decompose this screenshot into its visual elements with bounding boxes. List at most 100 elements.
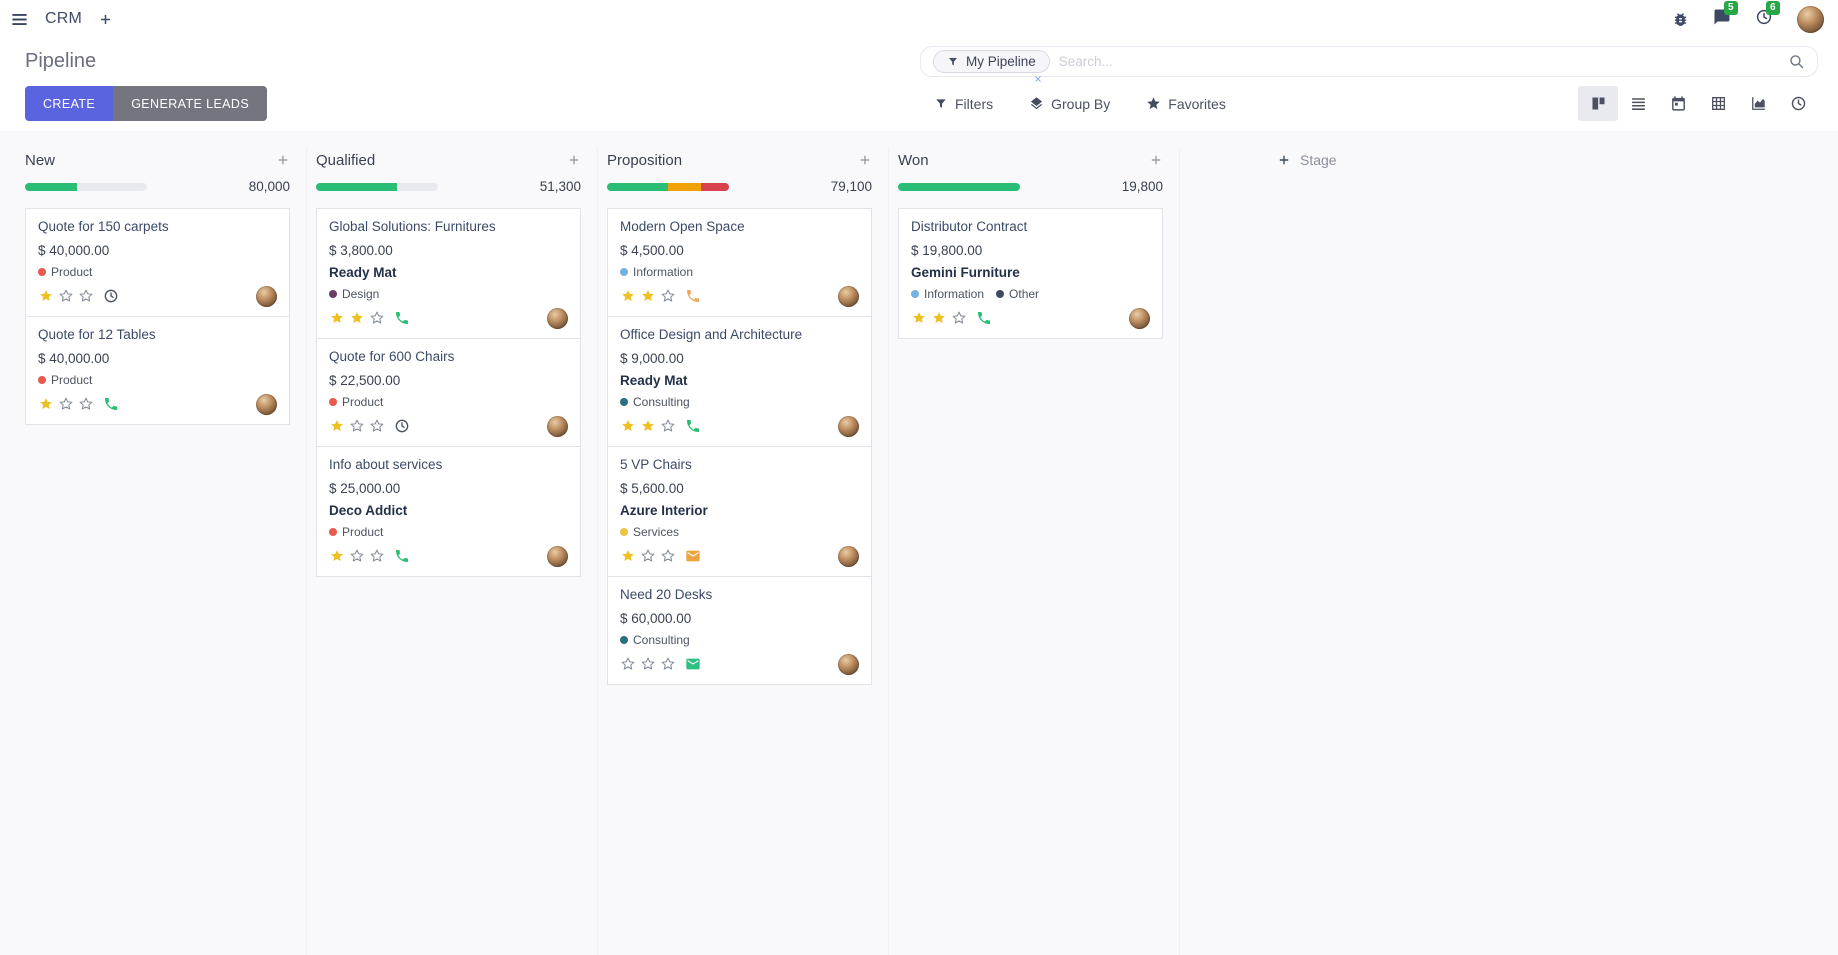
card-rating — [329, 418, 385, 434]
kanban-card[interactable]: Global Solutions: Furnitures $ 3,800.00 … — [316, 208, 581, 339]
star-filled-icon[interactable] — [329, 418, 345, 434]
kanban-card[interactable]: Quote for 150 carpets $ 40,000.00 Produc… — [25, 208, 290, 317]
card-activity-icon[interactable] — [394, 418, 410, 434]
column-progressbar[interactable] — [898, 182, 1020, 191]
salesperson-avatar[interactable] — [838, 415, 859, 437]
search-input[interactable] — [1058, 54, 1788, 69]
column-progressbar[interactable] — [25, 182, 147, 191]
salesperson-avatar[interactable] — [256, 393, 277, 415]
card-activity-icon[interactable] — [685, 288, 701, 304]
star-filled-icon[interactable] — [349, 310, 365, 326]
favorites-menu[interactable]: Favorites — [1146, 96, 1226, 112]
star-empty-icon[interactable] — [660, 288, 676, 304]
star-empty-icon[interactable] — [640, 656, 656, 672]
search-bar[interactable]: My Pipeline — [920, 46, 1818, 82]
create-button[interactable]: CREATE — [25, 86, 114, 121]
salesperson-avatar[interactable] — [838, 545, 859, 567]
salesperson-avatar[interactable] — [256, 285, 277, 307]
card-activity-icon[interactable] — [103, 396, 119, 412]
star-filled-icon[interactable] — [620, 288, 636, 304]
star-empty-icon[interactable] — [660, 656, 676, 672]
group-by-menu[interactable]: Group By — [1029, 96, 1110, 112]
page-title: Pipeline — [25, 50, 97, 72]
tag-consulting: Consulting — [620, 395, 690, 409]
apps-menu-icon[interactable] — [10, 10, 29, 29]
card-activity-icon[interactable] — [685, 656, 701, 672]
salesperson-avatar[interactable] — [547, 307, 568, 329]
star-filled-icon[interactable] — [620, 418, 636, 434]
search-facet[interactable]: My Pipeline — [933, 50, 1050, 73]
star-filled-icon[interactable] — [911, 310, 927, 326]
star-empty-icon[interactable] — [660, 548, 676, 564]
plus-icon — [1277, 153, 1291, 167]
card-activity-icon[interactable] — [685, 418, 701, 434]
star-filled-icon[interactable] — [931, 310, 947, 326]
view-activity-button[interactable] — [1778, 86, 1818, 121]
star-empty-icon[interactable] — [369, 548, 385, 564]
column-progressbar[interactable] — [316, 182, 438, 191]
star-empty-icon[interactable] — [369, 310, 385, 326]
salesperson-avatar[interactable] — [838, 653, 859, 675]
view-kanban-button[interactable] — [1578, 86, 1618, 121]
quick-add-button[interactable] — [567, 153, 581, 167]
card-amount: $ 5,600.00 — [620, 480, 684, 496]
kanban-card[interactable]: Quote for 12 Tables $ 40,000.00 Product — [25, 315, 290, 425]
card-activity-icon[interactable] — [685, 548, 701, 564]
star-empty-icon[interactable] — [951, 310, 967, 326]
star-empty-icon[interactable] — [78, 396, 94, 412]
star-empty-icon[interactable] — [58, 396, 74, 412]
salesperson-avatar[interactable] — [1129, 307, 1150, 329]
view-switcher — [1578, 86, 1818, 121]
activities-button[interactable]: 6 — [1755, 0, 1780, 31]
star-filled-icon[interactable] — [329, 310, 345, 326]
kanban-card[interactable]: Info about services $ 25,000.00 Deco Add… — [316, 445, 581, 577]
card-activity-icon[interactable] — [103, 288, 119, 304]
kanban-card[interactable]: Need 20 Desks $ 60,000.00 Consulting — [607, 575, 872, 685]
star-empty-icon[interactable] — [620, 656, 636, 672]
quick-add-button[interactable] — [276, 153, 290, 167]
star-empty-icon[interactable] — [369, 418, 385, 434]
column-progressbar[interactable] — [607, 182, 729, 191]
view-pivot-button[interactable] — [1698, 86, 1738, 121]
add-stage-button[interactable]: Stage — [1277, 152, 1337, 168]
star-filled-icon[interactable] — [38, 396, 54, 412]
card-activity-icon[interactable] — [394, 548, 410, 564]
star-empty-icon[interactable] — [349, 418, 365, 434]
quick-add-button[interactable] — [858, 153, 872, 167]
kanban-card[interactable]: Distributor Contract $ 19,800.00 Gemini … — [898, 208, 1163, 339]
kanban-card[interactable]: Office Design and Architecture $ 9,000.0… — [607, 315, 872, 447]
salesperson-avatar[interactable] — [838, 285, 859, 307]
generate-leads-button[interactable]: GENERATE LEADS — [113, 86, 268, 121]
star-empty-icon[interactable] — [640, 548, 656, 564]
kanban-card[interactable]: Modern Open Space $ 4,500.00 Information — [607, 208, 872, 317]
card-activity-icon[interactable] — [976, 310, 992, 326]
quick-add-button[interactable] — [1149, 153, 1163, 167]
star-empty-icon[interactable] — [660, 418, 676, 434]
facet-remove-icon[interactable] — [1033, 74, 1043, 84]
star-filled-icon[interactable] — [38, 288, 54, 304]
user-avatar[interactable] — [1797, 5, 1824, 33]
view-list-button[interactable] — [1618, 86, 1658, 121]
app-name[interactable]: CRM — [45, 10, 83, 27]
kanban-card[interactable]: 5 VP Chairs $ 5,600.00 Azure Interior Se… — [607, 445, 872, 577]
star-filled-icon[interactable] — [620, 548, 636, 564]
kanban-column: New 80,000 Quote for 150 carpets $ 40,00… — [25, 147, 307, 955]
salesperson-avatar[interactable] — [547, 415, 568, 437]
star-empty-icon[interactable] — [349, 548, 365, 564]
messages-button[interactable]: 5 — [1713, 0, 1738, 31]
star-empty-icon[interactable] — [78, 288, 94, 304]
debug-icon[interactable] — [1672, 11, 1689, 28]
tag-product: Product — [329, 525, 383, 539]
star-filled-icon[interactable] — [640, 288, 656, 304]
view-graph-button[interactable] — [1738, 86, 1778, 121]
new-tab-icon[interactable] — [98, 12, 113, 27]
star-filled-icon[interactable] — [640, 418, 656, 434]
search-icon[interactable] — [1788, 53, 1805, 70]
kanban-card[interactable]: Quote for 600 Chairs $ 22,500.00 Product — [316, 337, 581, 447]
view-calendar-button[interactable] — [1658, 86, 1698, 121]
star-empty-icon[interactable] — [58, 288, 74, 304]
card-activity-icon[interactable] — [394, 310, 410, 326]
salesperson-avatar[interactable] — [547, 545, 568, 567]
filters-menu[interactable]: Filters — [934, 96, 993, 112]
star-filled-icon[interactable] — [329, 548, 345, 564]
